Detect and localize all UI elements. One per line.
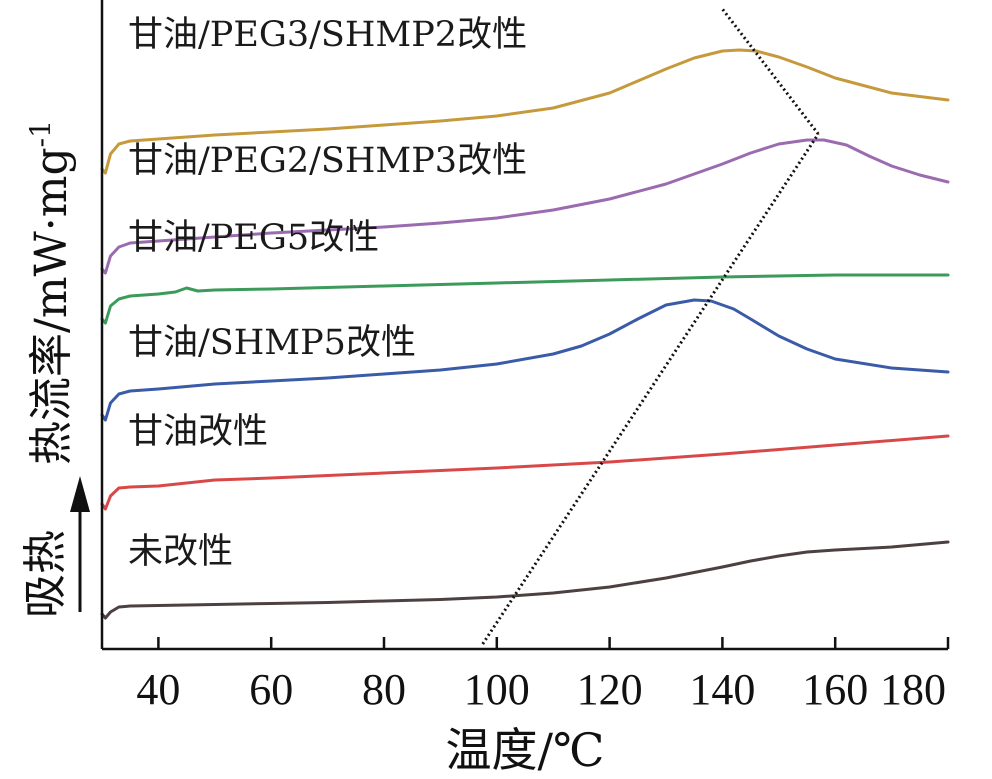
x-tick-label-120: 120 xyxy=(577,665,643,714)
x-axis-title: 温度/℃ xyxy=(446,723,605,777)
series-label-3: 甘油/SHMP5改性 xyxy=(128,323,416,363)
series-label-2: 甘油改性 xyxy=(128,412,268,452)
y-axis-title-group: 热流率/mW·mg-1 xyxy=(24,120,77,465)
x-tick-label-100: 100 xyxy=(464,665,530,714)
series-label-6: 甘油/PEG3/SHMP2改性 xyxy=(128,15,527,55)
endothermic-arrow-head xyxy=(70,476,90,512)
x-tick-label-80: 80 xyxy=(362,665,406,714)
y-axis-title-main: 热流率/mW·mg xyxy=(26,147,77,465)
endothermic-indicator: 吸热 xyxy=(20,476,90,618)
x-tick-label-160: 160 xyxy=(802,665,868,714)
endothermic-label: 吸热 xyxy=(20,530,71,618)
axes xyxy=(100,0,948,651)
x-tick-label-60: 60 xyxy=(249,665,293,714)
series-line-5 xyxy=(100,138,950,275)
x-tick-label-140: 140 xyxy=(689,665,755,714)
series-line-3 xyxy=(100,298,950,422)
y-axis-title-sup: -1 xyxy=(24,120,57,147)
series-label-4: 甘油/PEG5改性 xyxy=(128,218,379,258)
series-line-1 xyxy=(100,540,950,620)
trend-line-upper xyxy=(721,8,820,135)
x-ticks: 40 60 80 100 120 140 160 180 xyxy=(136,637,950,714)
series-label-5: 甘油/PEG2/SHMP3改性 xyxy=(128,141,527,181)
series-label-1: 未改性 xyxy=(128,532,233,572)
plot-area xyxy=(100,8,950,645)
trend-line-lower xyxy=(481,133,820,645)
series-line-4 xyxy=(100,273,950,325)
series-line-6 xyxy=(100,48,950,175)
x-tick-label-40: 40 xyxy=(136,665,180,714)
x-tick-label-180: 180 xyxy=(880,665,946,714)
series-line-2 xyxy=(100,434,950,511)
y-axis-title: 热流率/mW·mg-1 xyxy=(24,120,77,465)
